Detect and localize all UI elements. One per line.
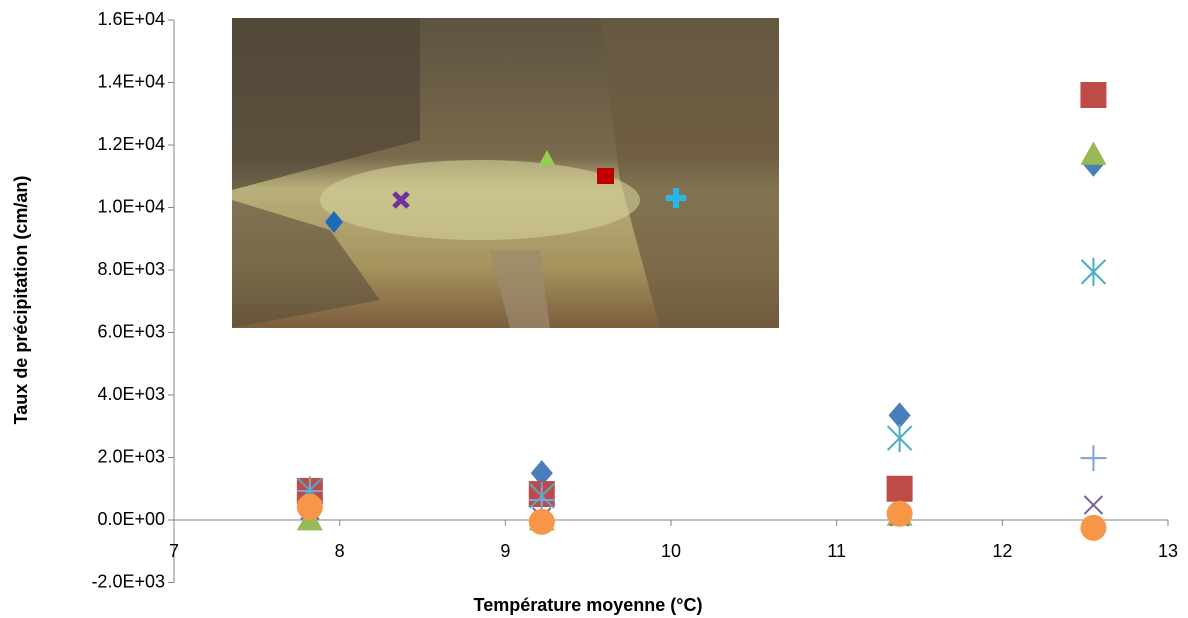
point [886, 475, 913, 502]
y-tick-label: 6.0E+03 [97, 321, 165, 341]
x-tick-label: 13 [1158, 541, 1178, 561]
point [886, 500, 913, 527]
point [1080, 141, 1107, 165]
y-tick-label: 4.0E+03 [97, 384, 165, 404]
x-tick-label: 12 [992, 541, 1012, 561]
point [1080, 257, 1107, 286]
y-tick-label: 1.2E+04 [97, 134, 165, 154]
x-axis-title: Température moyenne (°C) [474, 595, 703, 615]
y-axis-title: Taux de précipitation (cm/an) [11, 176, 31, 425]
point [296, 493, 323, 520]
point [886, 424, 913, 453]
point [530, 460, 553, 487]
y-tick-label: 2.0E+03 [97, 446, 165, 466]
x-tick-label: 9 [500, 541, 510, 561]
point [528, 508, 555, 535]
y-tick-label: -2.0E+03 [91, 571, 165, 591]
y-tick-label: 1.4E+04 [97, 71, 165, 91]
point [1080, 445, 1107, 472]
x-tick-label: 7 [169, 541, 179, 561]
x-tick-label: 11 [827, 541, 846, 561]
point [888, 402, 911, 429]
point [1083, 495, 1104, 515]
y-tick-label: 0.0E+00 [97, 509, 165, 529]
y-tick-label: 8.0E+03 [97, 259, 165, 279]
y-tick-label: 1.6E+04 [97, 9, 165, 29]
x-tick-label: 10 [661, 541, 681, 561]
y-tick-label: 1.0E+04 [97, 196, 165, 216]
x-tick-label: 8 [335, 541, 345, 561]
point [1080, 514, 1107, 541]
photo [232, 18, 779, 328]
point [1080, 82, 1107, 108]
point [528, 487, 555, 513]
